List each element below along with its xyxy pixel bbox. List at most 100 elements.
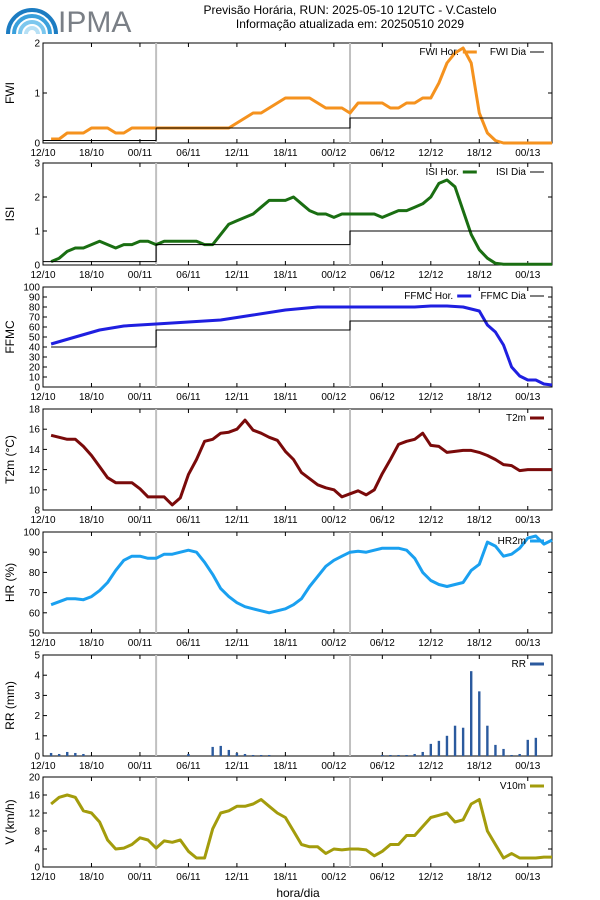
fwi-ytick-label: 2	[34, 39, 40, 50]
isi-panel	[42, 162, 553, 266]
hr-ylabel: HR (%)	[3, 563, 17, 602]
isi-xtick-label: 18/12	[467, 270, 492, 281]
ffmc-xtick-label: 06/11	[176, 392, 201, 403]
t2m-xtick-label: 18/11	[273, 515, 298, 526]
rr-plot-frame	[42, 654, 553, 757]
rr-xtick-label: 00/13	[515, 761, 540, 772]
rr-bar	[494, 744, 497, 756]
rr-ytick-label: 0	[34, 752, 40, 763]
hr-xtick-label: 12/10	[30, 638, 55, 649]
v10m-xtick-label: 12/11	[225, 872, 250, 883]
header-run-line: Previsão Horária, RUN: 2025-05-10 12UTC …	[203, 3, 497, 17]
v10m-xtick-label: 00/11	[128, 872, 153, 883]
v10m-ytick-label: 4	[34, 845, 40, 856]
t2m-xtick-label: 12/10	[30, 515, 55, 526]
t2m-plot-frame	[42, 408, 553, 511]
ffmc-ytick-label: 20	[29, 363, 41, 374]
rr-panel	[42, 654, 553, 757]
isi-ytick-label: 0	[34, 261, 40, 272]
hr-ytick-label: 90	[29, 548, 41, 559]
isi-series-line	[50, 178, 552, 266]
rr-bar	[211, 746, 214, 756]
ffmc-ytick-label: 30	[29, 353, 41, 364]
rr-bar	[251, 754, 255, 756]
hr-xtick-label: 18/12	[467, 638, 492, 649]
hr-ytick-label: 60	[29, 608, 41, 619]
hr-xtick-label: 00/12	[321, 638, 346, 649]
ipma-logo-icon	[6, 8, 58, 35]
t2m-xtick-label: 00/11	[128, 515, 153, 526]
ffmc-series-line	[50, 304, 553, 387]
v10m-xtick-label: 18/10	[79, 872, 104, 883]
t2m-ytick-label: 14	[29, 445, 41, 456]
fwi-panel	[42, 42, 553, 145]
ffmc-ytick-label: 100	[23, 283, 40, 294]
ffmc-ytick-label: 80	[29, 303, 41, 314]
rr-ylabel: RR (mm)	[3, 681, 17, 730]
hr-ytick-label: 70	[29, 588, 41, 599]
rr-bar	[470, 671, 473, 756]
rr-bar	[429, 743, 433, 756]
fwi-series-line	[51, 46, 552, 145]
rr-xtick-label: 00/11	[128, 761, 153, 772]
ffmc-ytick-label: 0	[34, 383, 40, 394]
t2m-ylabel: T2m (°C)	[3, 435, 17, 484]
rr-bar	[397, 754, 400, 756]
isi-daily-line	[43, 230, 552, 263]
ffmc-ylabel: FFMC	[3, 320, 17, 354]
rr-bar	[243, 753, 247, 756]
v10m-ytick-label: 0	[34, 863, 40, 874]
rr-bar	[478, 691, 481, 756]
header-updated-line: Informação atualizada em: 20250510 2029	[235, 17, 465, 31]
hr-xtick-label: 06/11	[176, 638, 201, 649]
t2m-ytick-label: 8	[34, 506, 40, 517]
t2m-legend-label: T2m	[506, 413, 526, 424]
isi-xtick-label: 12/11	[225, 270, 250, 281]
v10m-ytick-label: 8	[34, 827, 40, 838]
v10m-ylabel: V (km/h)	[3, 799, 17, 844]
rr-bar	[437, 740, 441, 756]
ffmc-daily-line	[51, 320, 552, 348]
hr-xtick-label: 00/13	[515, 638, 540, 649]
ffmc-xtick-label: 12/12	[418, 392, 443, 403]
fwi-xtick-label: 18/12	[467, 148, 492, 159]
ffmc-ytick-label: 90	[29, 293, 41, 304]
rr-bar	[486, 725, 489, 756]
hr-series-line	[50, 534, 553, 615]
rr-bar	[526, 739, 529, 756]
rr-bar	[445, 735, 449, 756]
ffmc-legend-label: FFMC Hor.	[404, 291, 453, 302]
isi-ytick-label: 1	[34, 227, 40, 238]
v10m-plot-frame	[42, 776, 553, 868]
fwi-ytick-label: 1	[34, 89, 40, 100]
rr-bar	[82, 753, 85, 756]
isi-ytick-label: 3	[34, 159, 40, 170]
rr-bar	[405, 754, 408, 756]
ffmc-xtick-label: 12/11	[225, 392, 250, 403]
t2m-xtick-label: 06/11	[176, 515, 201, 526]
ffmc-ytick-label: 60	[29, 323, 41, 334]
rr-ytick-label: 2	[34, 711, 40, 722]
rr-bar	[518, 753, 521, 756]
rr-ytick-label: 5	[34, 651, 40, 662]
fwi-xtick-label: 00/11	[128, 148, 153, 159]
v10m-xtick-label: 00/13	[515, 872, 540, 883]
fwi-xtick-label: 18/11	[273, 148, 298, 159]
rr-bar	[235, 752, 239, 756]
x-axis-label: hora/dia	[276, 886, 320, 900]
t2m-panel	[42, 408, 553, 511]
hr-xtick-label: 00/11	[128, 638, 153, 649]
rr-bar	[453, 725, 457, 756]
fwi-xtick-label: 18/10	[79, 148, 104, 159]
rr-bar	[421, 751, 424, 756]
ffmc-xtick-label: 00/13	[515, 392, 540, 403]
fwi-xtick-label: 12/11	[225, 148, 250, 159]
rr-xtick-label: 18/12	[467, 761, 492, 772]
ffmc-xtick-label: 00/11	[128, 392, 153, 403]
t2m-xtick-label: 12/11	[225, 515, 250, 526]
t2m-ytick-label: 18	[29, 405, 41, 416]
hr-ytick-label: 100	[23, 528, 40, 539]
rr-bar	[187, 753, 190, 756]
hr-xtick-label: 12/12	[418, 638, 443, 649]
